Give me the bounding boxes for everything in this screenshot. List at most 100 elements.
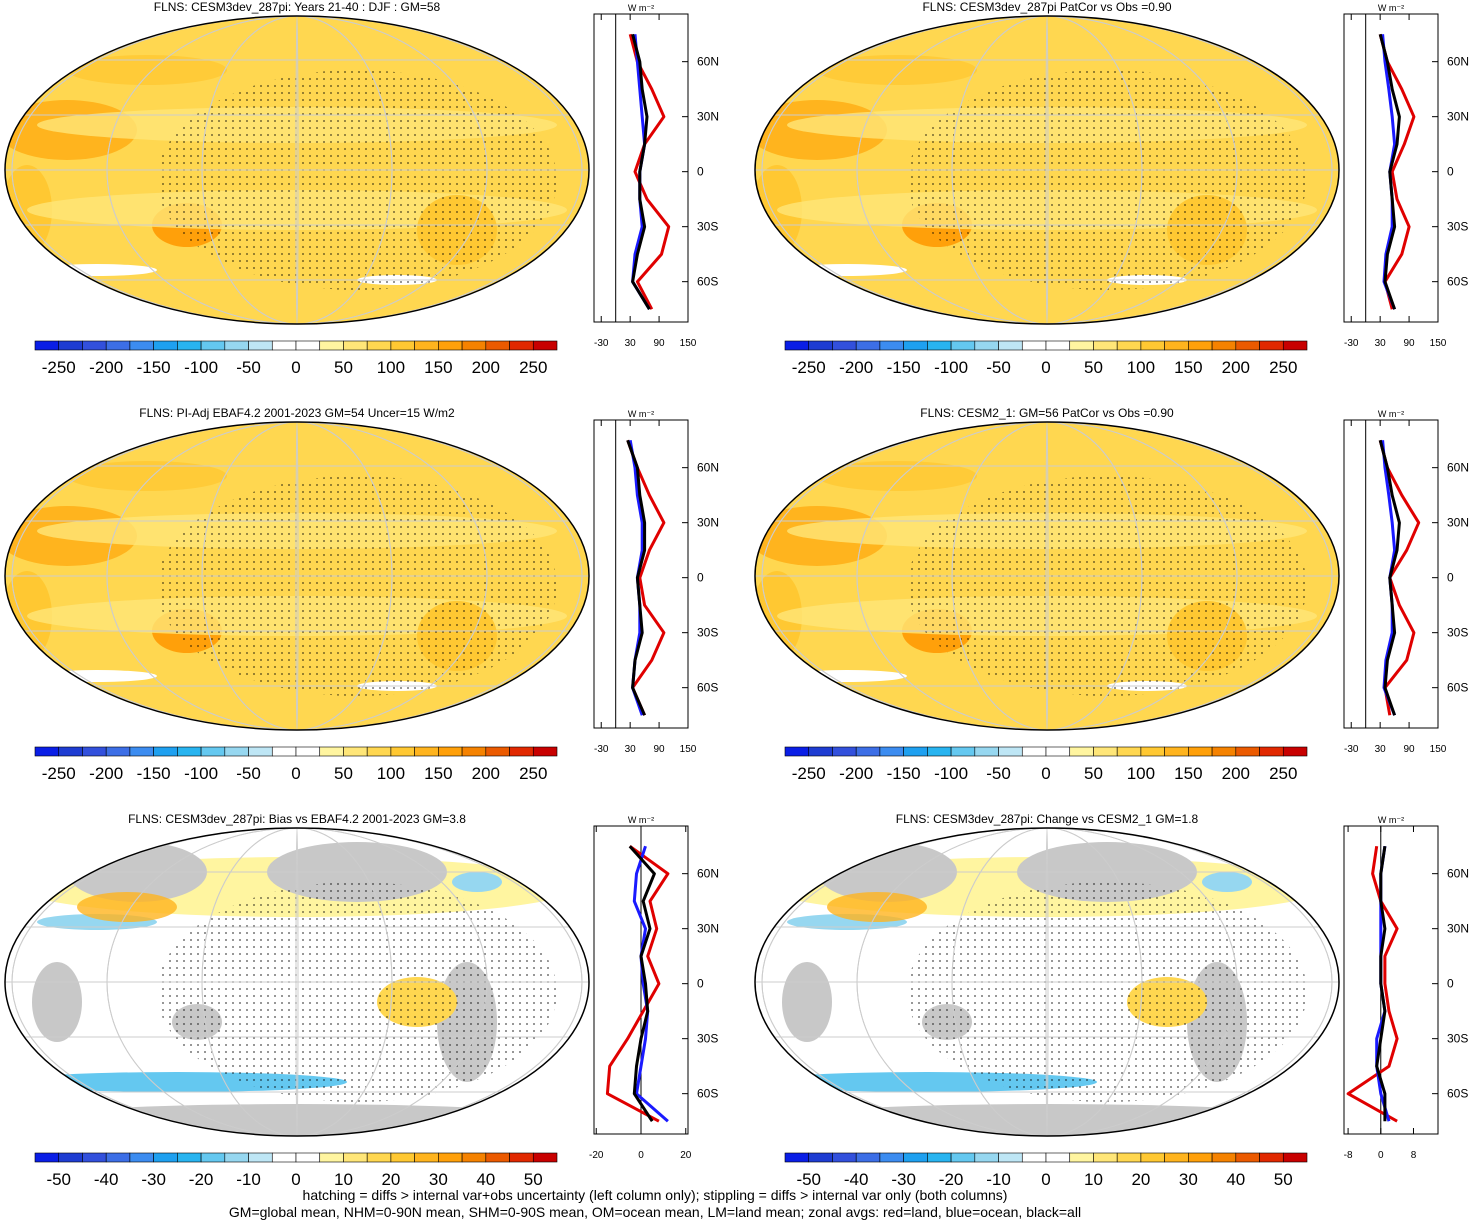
colorbar-label: 40 bbox=[1226, 1170, 1245, 1189]
colorbar-box bbox=[438, 340, 463, 351]
graticule bbox=[856, 422, 1238, 730]
colorbar-label: -200 bbox=[89, 764, 123, 783]
colorbar-label: 150 bbox=[424, 764, 452, 783]
graticule bbox=[761, 828, 1333, 1136]
map-field bbox=[782, 962, 832, 1042]
colorbar-label: -30 bbox=[141, 1170, 166, 1189]
zonal-line bbox=[628, 33, 671, 310]
map-title: FLNS: CESM3dev_287pi: Bias vs EBAF4.2 20… bbox=[128, 812, 466, 826]
colorbar-box bbox=[1211, 1152, 1237, 1163]
colorbar-box bbox=[903, 746, 928, 757]
colorbar-box bbox=[295, 340, 321, 351]
map-field bbox=[757, 1104, 1337, 1136]
x-tick-label: 90 bbox=[1404, 744, 1416, 755]
colorbar-box bbox=[1021, 1152, 1047, 1163]
unit-label: W m⁻² bbox=[628, 409, 654, 419]
colorbar-label: 200 bbox=[1222, 764, 1250, 783]
map-outline bbox=[4, 827, 590, 1137]
colorbar-label: -50 bbox=[236, 358, 261, 377]
colorbar-box bbox=[414, 746, 439, 757]
map-title: FLNS: CESM3dev_287pi PatCor vs Obs =0.90 bbox=[922, 0, 1171, 14]
colorbar-box bbox=[390, 340, 415, 351]
colorbar-label: -150 bbox=[887, 764, 921, 783]
unit-label: W m⁻² bbox=[1378, 815, 1404, 825]
colorbar-label: 30 bbox=[1179, 1170, 1198, 1189]
x-tick-label: -8 bbox=[1344, 1150, 1353, 1161]
colorbar-box bbox=[366, 340, 392, 351]
colorbar-box bbox=[105, 340, 131, 351]
y-tick-label: 60S bbox=[697, 1087, 718, 1101]
colorbar-box bbox=[879, 746, 904, 757]
graticule bbox=[951, 422, 1143, 730]
colorbar-box bbox=[784, 340, 810, 351]
colorbar-label: -50 bbox=[46, 1170, 71, 1189]
colorbar-box bbox=[485, 340, 510, 351]
x-tick-label: 20 bbox=[680, 1150, 692, 1161]
colorbar-box bbox=[82, 746, 107, 757]
colorbar-box bbox=[855, 746, 881, 757]
colorbar-box bbox=[390, 1152, 415, 1163]
colorbar-box bbox=[177, 1152, 202, 1163]
y-tick-label: 60S bbox=[697, 681, 718, 695]
x-tick-label: 0 bbox=[638, 1150, 644, 1161]
colorbar-label: 0 bbox=[1041, 358, 1050, 377]
colorbar-box bbox=[295, 1152, 321, 1163]
colorbar-box bbox=[1164, 1152, 1189, 1163]
x-tick-label: 8 bbox=[1411, 1150, 1417, 1161]
x-tick-label: 30 bbox=[625, 744, 637, 755]
colorbar-label: 150 bbox=[1174, 764, 1202, 783]
colorbar-box bbox=[927, 340, 952, 351]
graticule bbox=[106, 828, 488, 1136]
map-field bbox=[787, 264, 907, 276]
map-field bbox=[37, 670, 157, 682]
x-tick-label: -30 bbox=[594, 744, 609, 755]
colorbar-box bbox=[1069, 1152, 1094, 1163]
colorbar-box bbox=[200, 746, 226, 757]
colorbar-box bbox=[461, 340, 487, 351]
colorbar-label: 10 bbox=[334, 1170, 353, 1189]
colorbar-box bbox=[1140, 746, 1165, 757]
colorbar-box bbox=[1045, 1152, 1071, 1163]
stippling bbox=[157, 70, 557, 290]
colorbar-box bbox=[832, 1152, 857, 1163]
colorbar-label: -50 bbox=[796, 1170, 821, 1189]
graticule bbox=[11, 828, 583, 1136]
map-field bbox=[817, 461, 977, 491]
map-field bbox=[1202, 872, 1252, 892]
colorbar-label: -100 bbox=[184, 764, 218, 783]
colorbar-box bbox=[224, 746, 249, 757]
y-tick-label: 60S bbox=[1447, 681, 1468, 695]
colorbar-box bbox=[974, 746, 999, 757]
colorbar-label: -200 bbox=[839, 764, 873, 783]
colorbar-label: -10 bbox=[236, 1170, 261, 1189]
colorbar-label: 0 bbox=[1041, 764, 1050, 783]
graticule bbox=[1045, 422, 1049, 730]
colorbar-box bbox=[1235, 340, 1260, 351]
map-field bbox=[452, 872, 502, 892]
map-field bbox=[827, 892, 927, 922]
colorbar-label: 250 bbox=[1269, 358, 1297, 377]
map-field bbox=[77, 892, 177, 922]
colorbar-label: -150 bbox=[137, 358, 171, 377]
colorbar-box bbox=[509, 1152, 534, 1163]
colorbar-box bbox=[1188, 1152, 1213, 1163]
map-outline bbox=[754, 827, 1340, 1137]
colorbar-label: -40 bbox=[94, 1170, 119, 1189]
y-tick-label: 30N bbox=[697, 922, 719, 936]
colorbar-box bbox=[34, 340, 60, 351]
y-tick-label: 30S bbox=[1447, 626, 1468, 640]
colorbar-box bbox=[1093, 746, 1118, 757]
colorbar-box bbox=[950, 340, 976, 351]
colorbar-box bbox=[1259, 1152, 1284, 1163]
map-outline bbox=[4, 15, 590, 325]
colorbar-box bbox=[58, 340, 83, 351]
colorbar-box bbox=[808, 340, 833, 351]
colorbar-box bbox=[58, 746, 83, 757]
y-tick-label: 60N bbox=[1447, 867, 1469, 881]
colorbar-label: 20 bbox=[1131, 1170, 1150, 1189]
colorbar-box bbox=[950, 1152, 976, 1163]
map bbox=[755, 422, 1339, 730]
colorbar-box bbox=[808, 1152, 833, 1163]
graticule bbox=[106, 422, 488, 730]
colorbar-box bbox=[1188, 340, 1213, 351]
